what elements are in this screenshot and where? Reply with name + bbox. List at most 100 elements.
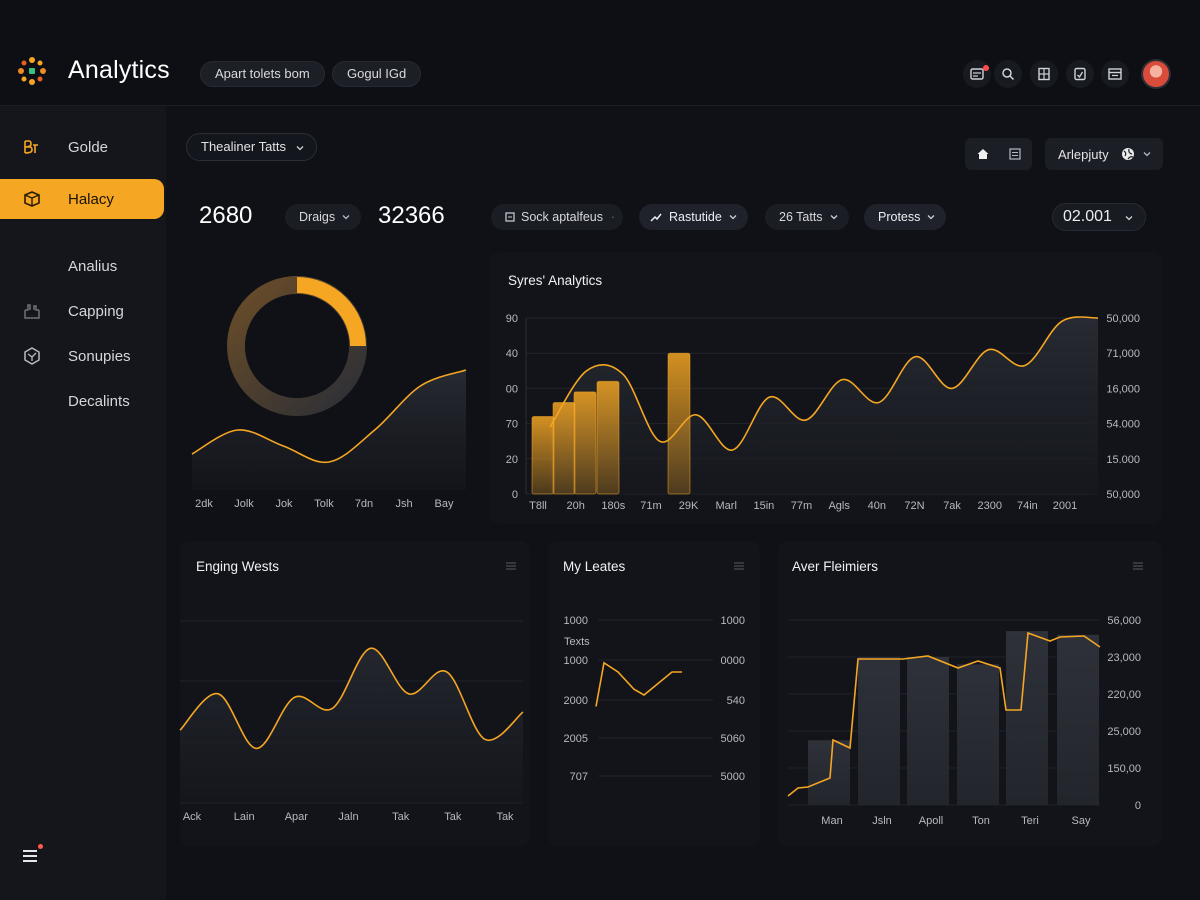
search-icon xyxy=(1002,68,1015,81)
user-avatar[interactable] xyxy=(1141,59,1171,89)
sidebar-item-halacy[interactable]: Halacy xyxy=(0,179,164,219)
sidebar-item-decalints[interactable]: Decalints xyxy=(0,381,166,421)
stat-chip-label: Draigs xyxy=(299,210,336,224)
x-tick-label: Jok xyxy=(275,498,293,510)
card-menu-icon[interactable] xyxy=(506,562,516,570)
sidebar-item-capping[interactable]: Capping xyxy=(0,291,166,331)
x-tick-label: Man xyxy=(821,815,842,827)
y-tick-label-right: 0000 xyxy=(721,655,745,667)
menu-notification-dot xyxy=(38,844,43,849)
x-tick-label: 72N xyxy=(904,500,924,512)
chart-annotation: Texts xyxy=(564,636,590,648)
activity-label: Arlepjuty xyxy=(1058,147,1109,162)
bar xyxy=(596,380,620,495)
calendar-button[interactable] xyxy=(1101,60,1129,88)
search-button[interactable] xyxy=(994,60,1022,88)
chip-separator: · xyxy=(610,210,615,224)
sidebar: Golde Halacy Analius Capping Sonupies De… xyxy=(0,106,166,900)
stat-chip-1[interactable]: Draigs xyxy=(285,204,362,230)
x-tick-label: 7ak xyxy=(943,500,961,512)
x-tick-label: 29K xyxy=(679,500,699,512)
chevron-down-icon xyxy=(296,146,304,151)
notification-icon xyxy=(970,68,984,80)
layout-icon[interactable] xyxy=(1009,148,1021,160)
x-tick-label: 77m xyxy=(791,500,812,512)
x-tick-label: Tak xyxy=(444,811,462,823)
chevron-down-icon xyxy=(830,215,838,220)
box-icon xyxy=(24,191,40,207)
x-tick-label: Teri xyxy=(1021,815,1039,827)
sidebar-item-golde[interactable]: Golde xyxy=(0,127,166,167)
bar xyxy=(858,657,900,805)
aver-fleimiers-chart: 56,000 23,000 220,00 25,000 150,00 0 Man Jsln Ap… xyxy=(787,615,1141,827)
area-fill xyxy=(550,316,1098,494)
x-tick-label: Jolk xyxy=(234,498,254,510)
donut-area-chart: 2dk Jolk Jok Tolk 7dn Jsh Bay xyxy=(191,276,467,510)
notification-dot xyxy=(983,65,989,71)
x-tick-label: 7dn xyxy=(355,498,373,510)
y-tick-label-left: 40 xyxy=(506,348,518,360)
y-tick-label-right: 15.000 xyxy=(1106,454,1140,466)
y-tick-label-right: 5060 xyxy=(721,733,745,745)
grid-button[interactable] xyxy=(1030,60,1058,88)
series-line xyxy=(787,631,1101,797)
header-pill-2[interactable]: Gogul IGd xyxy=(332,61,422,87)
stat-chip-4[interactable]: 26 Tatts xyxy=(765,204,849,230)
stat-chip-2[interactable]: Sock aptalfeus · xyxy=(491,204,623,230)
stat-chip-label: Sock aptalfeus xyxy=(521,210,603,224)
x-tick-label: T8ll xyxy=(529,500,547,512)
sidebar-item-analius[interactable]: Analius xyxy=(0,246,166,286)
x-tick-label: Apar xyxy=(285,811,309,823)
stat-chip-label: Rastutide xyxy=(669,210,722,224)
sidebar-item-label: Capping xyxy=(68,303,124,320)
y-tick-label-left: 1000 xyxy=(564,615,588,627)
x-tick-label: Apoll xyxy=(919,815,943,827)
sidebar-item-label: Decalints xyxy=(68,393,130,410)
y-tick-label-left: 70 xyxy=(506,419,518,431)
home-icon[interactable] xyxy=(976,147,990,161)
chevron-down-icon xyxy=(729,215,737,220)
logo-icon xyxy=(18,57,46,85)
y-tick-label-left: 2000 xyxy=(564,695,588,707)
x-tick-label: Jsh xyxy=(395,498,412,510)
value-dropdown[interactable]: 02.001 xyxy=(1052,203,1146,231)
bar xyxy=(1057,634,1099,805)
clipboard-button[interactable] xyxy=(1066,60,1094,88)
y-tick-label-right: 5000 xyxy=(721,771,745,783)
square-icon xyxy=(505,212,515,222)
menu-icon[interactable] xyxy=(22,848,40,864)
header-pill-1[interactable]: Apart tolets bom xyxy=(200,61,325,87)
notification-button[interactable] xyxy=(963,60,991,88)
cube-icon xyxy=(24,347,40,365)
area-fill xyxy=(192,370,466,490)
stat-chip-3[interactable]: Rastutide xyxy=(639,204,748,230)
sidebar-item-label: Golde xyxy=(68,139,109,156)
bar xyxy=(957,664,999,805)
stat-chip-label: Protess xyxy=(878,210,921,224)
x-tick-label: 71m xyxy=(640,500,661,512)
activity-dropdown[interactable]: Arlepjuty xyxy=(1045,138,1163,170)
series-line xyxy=(191,369,467,464)
y-tick-label-right: 50,000 xyxy=(1106,313,1140,325)
clipboard-icon xyxy=(1074,67,1086,81)
sidebar-item-sonupies[interactable]: Sonupies xyxy=(0,336,166,376)
y-tick-label-left: 707 xyxy=(570,771,588,783)
stat-chip-5[interactable]: Protess xyxy=(864,204,947,230)
x-tick-label: Tak xyxy=(392,811,410,823)
card-menu-icon[interactable] xyxy=(1133,562,1143,570)
grid-icon xyxy=(1038,67,1050,81)
bar xyxy=(531,416,555,495)
x-tick-label: 74in xyxy=(1017,500,1038,512)
x-tick-label: Tak xyxy=(496,811,514,823)
app-title: Analytics xyxy=(68,56,170,84)
view-toggle-group xyxy=(965,138,1032,170)
time-filter-dropdown[interactable]: Thealiner Tatts xyxy=(186,133,318,161)
bar xyxy=(573,391,597,495)
series-line xyxy=(549,316,1099,451)
x-tick-label: 2300 xyxy=(977,500,1001,512)
y-tick-label-right: 25,000 xyxy=(1107,726,1141,738)
area-fill xyxy=(180,648,523,803)
x-tick-label: Tolk xyxy=(314,498,334,510)
card-menu-icon[interactable] xyxy=(734,562,744,570)
sidebar-item-label: Analius xyxy=(68,258,118,275)
